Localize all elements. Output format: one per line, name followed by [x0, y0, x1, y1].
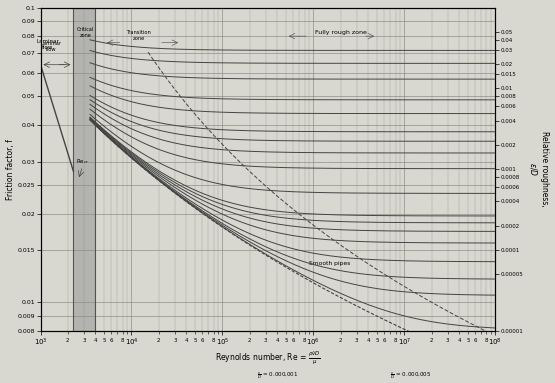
- Text: $\frac{\epsilon}{D}$ = 0.000,005: $\frac{\epsilon}{D}$ = 0.000,005: [390, 370, 431, 381]
- X-axis label: Reynolds number, Re = $\frac{\rho \bar{v} D}{\mu}$: Reynolds number, Re = $\frac{\rho \bar{v…: [215, 349, 321, 366]
- Y-axis label: Relative roughness,
$\epsilon/D$: Relative roughness, $\epsilon/D$: [528, 131, 549, 207]
- Y-axis label: Friction factor, f: Friction factor, f: [6, 139, 14, 200]
- Text: Laminar
flow: Laminar flow: [36, 39, 59, 50]
- Text: Re$_{cr}$: Re$_{cr}$: [76, 157, 89, 166]
- Text: Critical
zone: Critical zone: [77, 27, 94, 38]
- Text: Laminar
flow: Laminar flow: [41, 41, 62, 51]
- Text: Smooth pipes: Smooth pipes: [309, 262, 350, 267]
- Text: $\frac{\epsilon}{D}$ = 0.000,001: $\frac{\epsilon}{D}$ = 0.000,001: [257, 370, 298, 381]
- Bar: [73, 8, 95, 331]
- Text: Transition
zone: Transition zone: [127, 30, 151, 41]
- Text: Fully rough zone: Fully rough zone: [315, 29, 367, 34]
